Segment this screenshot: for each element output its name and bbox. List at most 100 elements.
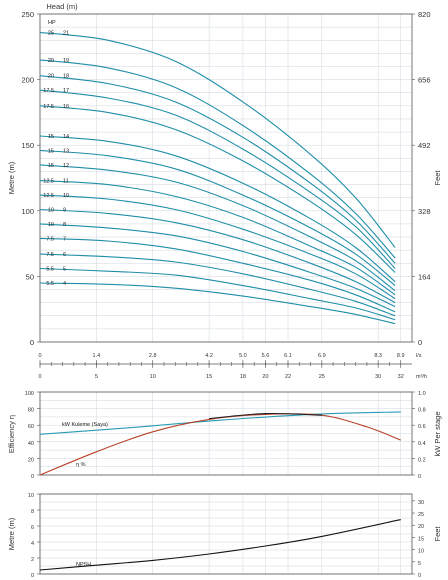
- stage-label: 11: [63, 179, 69, 185]
- y-tick-label: 20: [28, 457, 34, 463]
- y-tick-label: 150: [21, 141, 34, 150]
- y-tick-label: 40: [28, 441, 34, 447]
- head-curve: [39, 105, 396, 273]
- stage-label: 14: [63, 134, 69, 140]
- y-tick-label: 200: [21, 76, 34, 85]
- hp-label: 25: [48, 30, 54, 36]
- hp-label: 10: [48, 207, 54, 213]
- y2-tick-label: 0: [418, 474, 421, 480]
- y2-tick-label: 0.6: [418, 424, 426, 430]
- y2-tick-label: 15: [418, 536, 424, 542]
- y2-axis-label: Feet: [433, 170, 442, 186]
- plot-frame: [39, 13, 413, 343]
- y2-axis-label: kW Per stage: [433, 411, 442, 456]
- stage-label: 19: [63, 58, 69, 64]
- y2-tick-label: 10: [418, 549, 424, 555]
- y-tick-label: 100: [21, 207, 34, 216]
- npsh-chart: 0 2 4 6 8 10 0 5 10 15 20 25 30 Metre (m) Feet NPSH: [7, 493, 442, 579]
- y-tick-label: 0: [31, 573, 34, 579]
- y-axis-label: Metre (m): [7, 161, 16, 194]
- flow-m3h-label: 15: [206, 374, 212, 380]
- hp-label: 5.5: [46, 267, 54, 273]
- y-tick-label: 2: [31, 557, 34, 563]
- flow-ls-label: 8.9: [397, 353, 405, 359]
- y2-tick-label: 656: [418, 76, 431, 85]
- head-curve: [39, 149, 396, 287]
- efficiency-chart: 0 20 40 60 80 100 0 0.2 0.4 0.6 0.8 1.0 Efficiency η…: [7, 391, 442, 480]
- stage-label: 12: [63, 163, 69, 169]
- flow-ls-label: 0: [38, 353, 41, 359]
- hp-label: 12.5: [43, 193, 54, 199]
- head-curve: [39, 208, 396, 304]
- chart-title: Head (m): [46, 2, 78, 11]
- flow-units-m3h: m³/h: [416, 374, 427, 380]
- flow-m3h-label: 0: [38, 374, 41, 380]
- y2-tick-label: 25: [418, 512, 424, 518]
- head-curve: [39, 253, 396, 317]
- head-curve: [39, 194, 396, 300]
- flow-m3h-label: 18: [240, 374, 246, 380]
- stage-label: 9: [63, 207, 66, 213]
- hp-header: HP: [48, 20, 56, 26]
- flow-ls-label: 6.1: [284, 353, 292, 359]
- y-tick-label: 250: [21, 10, 34, 19]
- head-curve: [39, 31, 396, 248]
- flow-m3h-label: 20: [262, 374, 268, 380]
- y2-tick-label: 0: [418, 338, 422, 347]
- y2-tick-label: 328: [418, 207, 431, 216]
- hp-label: 20: [48, 58, 54, 64]
- npsh-series-label: NPSH: [76, 562, 91, 568]
- stage-label: 7: [63, 236, 66, 242]
- y-tick-label: 60: [28, 424, 34, 430]
- stage-label: 4: [63, 281, 66, 287]
- hp-label: 5.5: [46, 281, 54, 287]
- efficiency-series-line: [209, 412, 322, 420]
- head-curve: [39, 267, 396, 321]
- y2-tick-label: 820: [418, 10, 431, 19]
- hp-label: 17.5: [43, 104, 54, 110]
- y2-tick-label: 492: [418, 141, 431, 150]
- hp-label: 15: [48, 148, 54, 154]
- head-curve: [39, 223, 396, 308]
- flow-m3h-label: 5: [95, 374, 98, 380]
- flow-axis: 0 1.4 2.8 4.2 5.0 5.6 6.1 6.9 8.3 8.9 0 5 10 15 18 20 22…: [38, 353, 427, 380]
- stage-label: 17: [63, 88, 69, 94]
- y2-tick-label: 20: [418, 524, 424, 530]
- flow-ls-label: 1.4: [93, 353, 101, 359]
- flow-units-ls: l/s: [416, 353, 422, 359]
- kw-series-label: kW Kuleme (Saya): [62, 422, 108, 428]
- hp-label: 15: [48, 163, 54, 169]
- y2-axis-label: Feet: [433, 526, 442, 542]
- hp-label: 17.5: [43, 88, 54, 94]
- head-curve: [39, 59, 396, 259]
- head-curve: [39, 75, 396, 264]
- y2-tick-label: 164: [418, 272, 431, 281]
- flow-m3h-label: 25: [319, 374, 325, 380]
- y-tick-label: 6: [31, 525, 34, 531]
- stage-label: 18: [63, 74, 69, 80]
- plot-frame: [39, 391, 413, 476]
- head-curve: [39, 164, 396, 292]
- flow-ls-label: 8.3: [374, 353, 382, 359]
- y-tick-label: 10: [28, 493, 34, 499]
- y-tick-label: 80: [28, 408, 34, 414]
- flow-ls-label: 5.6: [262, 353, 270, 359]
- hp-label: 7.5: [46, 236, 54, 242]
- head-curve: [39, 237, 396, 313]
- stage-label: 21: [63, 30, 69, 36]
- stage-label: 16: [63, 104, 69, 110]
- head-curve: [39, 180, 396, 296]
- stage-label: 5: [63, 267, 66, 273]
- hp-label: 7.5: [46, 252, 54, 258]
- y-axis-label: Metre (m): [7, 517, 16, 550]
- stage-label: 8: [63, 222, 66, 228]
- y2-tick-label: 1.0: [418, 391, 426, 397]
- y-tick-label: 0: [30, 338, 34, 347]
- y-tick-label: 0: [31, 474, 34, 480]
- y2-tick-label: 0.8: [418, 408, 426, 414]
- y-tick-label: 8: [31, 509, 34, 515]
- y2-tick-label: 0: [418, 573, 421, 579]
- stage-label: 13: [63, 148, 69, 154]
